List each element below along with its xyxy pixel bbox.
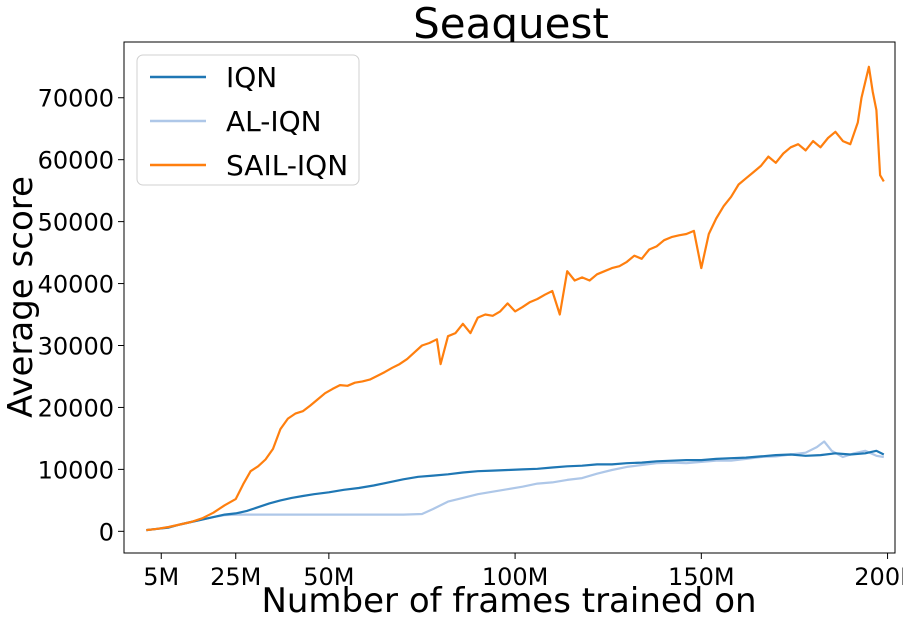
y-tick-label: 0 — [99, 518, 114, 546]
x-axis: 5M 25M 50M 100M 150M 200M — [143, 553, 903, 591]
y-axis: 0 10000 20000 30000 40000 50000 60000 70000 — [38, 85, 124, 546]
chart-title: Seaquest — [413, 0, 609, 48]
y-axis-label: Average score — [1, 176, 41, 418]
x-tick-label: 100M — [482, 563, 549, 591]
series-lines — [146, 65, 885, 532]
y-tick-label: 60000 — [38, 147, 114, 175]
series-line-iqn — [146, 449, 885, 532]
x-tick-label: 25M — [210, 563, 261, 591]
legend-box — [136, 54, 360, 186]
x-tick-label: 200M — [854, 563, 903, 591]
x-tick-label: 150M — [668, 563, 735, 591]
legend: IQN AL-IQN SAIL-IQN — [136, 54, 360, 186]
y-tick-label: 20000 — [38, 394, 114, 422]
x-axis-label: Number of frames trained on — [261, 581, 756, 621]
y-tick-label: 10000 — [38, 456, 114, 484]
y-tick-label: 30000 — [38, 333, 114, 361]
series-line-al-iqn — [146, 440, 884, 532]
x-tick-label: 50M — [303, 563, 354, 591]
y-tick-label: 40000 — [38, 271, 114, 299]
legend-label: IQN — [226, 61, 277, 94]
series-line-sail-iqn — [146, 65, 885, 532]
x-tick-label: 5M — [143, 563, 179, 591]
legend-label: SAIL-IQN — [226, 149, 348, 182]
y-tick-label: 70000 — [38, 85, 114, 113]
y-tick-label: 50000 — [38, 209, 114, 237]
legend-label: AL-IQN — [226, 105, 322, 138]
